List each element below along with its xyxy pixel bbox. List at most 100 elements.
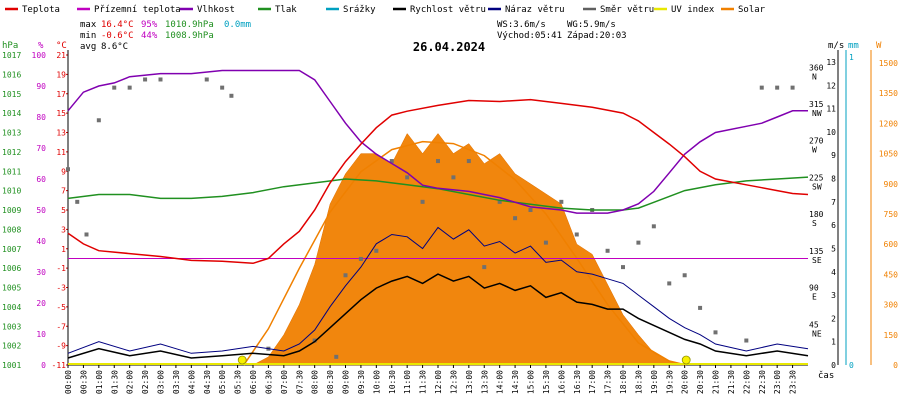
x-tick-label: 15:30 xyxy=(542,370,551,394)
direction-letter: NE xyxy=(812,329,822,338)
solar-tick-label: 150 xyxy=(884,331,899,340)
pressure-tick-label: 1009 xyxy=(2,206,21,215)
x-tick-label: 00:00 xyxy=(64,370,73,394)
stat-max-temp: 16.4°C xyxy=(101,20,134,30)
legend: Teplota Přízemní teplota Vlhkost Tlak Srážky… xyxy=(5,5,766,15)
solar-tick-label: 750 xyxy=(884,210,899,219)
wind-direction-point xyxy=(127,85,132,90)
wind-unit: m/s xyxy=(828,41,844,51)
legend-entry: Rychlost větru xyxy=(410,5,486,15)
wind-direction-point xyxy=(451,175,456,180)
wind-direction-point xyxy=(389,159,394,164)
wind-direction-point xyxy=(713,330,718,335)
wind-ws: WS:3.6m/s xyxy=(497,20,546,30)
wind-direction-point xyxy=(334,354,339,359)
x-tick-label: 05:00 xyxy=(218,370,227,394)
humidity-tick-label: 10 xyxy=(36,330,46,339)
sun-marker xyxy=(237,355,247,365)
stat-max-press: 1010.9hPa xyxy=(165,20,214,30)
wind-tick-label: 12 xyxy=(826,81,836,90)
direction-letter: SE xyxy=(812,256,822,265)
wind-direction-point xyxy=(229,93,234,98)
wind-direction-point xyxy=(682,273,687,278)
wind-direction-point xyxy=(204,77,209,82)
pressure-line xyxy=(67,176,809,211)
temperature-tick-label: -1 xyxy=(56,264,66,273)
x-tick-label: 01:30 xyxy=(110,370,119,394)
wind-direction-point xyxy=(143,77,148,82)
direction-letter: N xyxy=(812,72,817,81)
solar-tick-label: 300 xyxy=(884,301,899,310)
wind-tick-label: 6 xyxy=(831,221,836,230)
x-tick-label: 20:00 xyxy=(681,370,690,394)
x-tick-label: 04:00 xyxy=(187,370,196,394)
solar-area xyxy=(252,133,685,366)
stat-min-press: 1008.9hPa xyxy=(165,31,214,41)
x-tick-label: 22:30 xyxy=(758,370,767,394)
x-tick-label: 22:00 xyxy=(742,370,751,394)
wind-direction-point xyxy=(84,232,89,237)
legend-entry: Teplota xyxy=(22,5,60,15)
x-tick-label: 12:30 xyxy=(449,370,458,394)
humidity-tick-label: 20 xyxy=(36,299,46,308)
stat-max-rain: 0.0mm xyxy=(224,20,251,30)
wind-direction-point xyxy=(790,85,795,90)
wind-tick-label: 10 xyxy=(826,128,836,137)
x-tick-label: 08:00 xyxy=(311,370,320,394)
x-tick-label: 13:00 xyxy=(465,370,474,394)
x-tick-label: 02:30 xyxy=(141,370,150,394)
pressure-tick-label: 1017 xyxy=(2,51,21,60)
solar-tick-label: 1200 xyxy=(879,119,898,128)
legend-entry: Vlhkost xyxy=(197,5,235,15)
direction-letter: SW xyxy=(812,182,822,191)
stats-block: max 16.4°C 95% 1010.9hPa 0.0mm min -0.6°… xyxy=(80,20,251,52)
x-tick-label: 09:00 xyxy=(342,370,351,394)
x-tick-label: 17:30 xyxy=(604,370,613,394)
solar-tick-label: 1350 xyxy=(879,89,898,98)
wind-direction-point xyxy=(158,77,163,82)
pressure-unit: hPa xyxy=(2,41,18,51)
wind-direction-point xyxy=(436,159,440,164)
legend-entry: Směr větru xyxy=(600,5,654,15)
wind-direction-point xyxy=(513,216,518,221)
temperature-tick-label: 3 xyxy=(61,225,66,234)
wind-wg: WG:5.9m/s xyxy=(567,20,616,30)
direction-letter: NW xyxy=(812,109,822,118)
humidity-line xyxy=(67,69,808,214)
x-tick-label: 10:30 xyxy=(388,370,397,394)
temperature-tick-label: -11 xyxy=(52,361,67,370)
wind-direction-point xyxy=(636,240,641,245)
wind-tick-label: 3 xyxy=(831,291,836,300)
stat-avg-label: avg xyxy=(80,42,96,52)
solar-tick-label: 1050 xyxy=(879,150,898,159)
x-tick-label: 11:00 xyxy=(403,370,412,394)
wind-tick-label: 1 xyxy=(831,338,836,347)
x-tick-label: 00:30 xyxy=(79,370,88,394)
wind-tick-label: 4 xyxy=(831,268,836,277)
wind-direction-point xyxy=(220,85,225,90)
wind-direction-point xyxy=(420,199,425,204)
stat-max-label: max xyxy=(80,20,97,30)
temperature-tick-label: -9 xyxy=(56,342,66,351)
temperature-tick-label: 7 xyxy=(61,187,66,196)
x-tick-label: 11:30 xyxy=(419,370,428,394)
humidity-tick-label: 30 xyxy=(36,268,46,277)
x-tick-label: 23:30 xyxy=(789,370,798,394)
axes: hPa% °C m/s mm W1017101610151014101310121011… xyxy=(2,41,898,370)
temperature-tick-label: 13 xyxy=(56,129,66,138)
x-tick-label: 12:00 xyxy=(434,370,443,394)
wind-direction-point xyxy=(574,232,579,237)
direction-letter: W xyxy=(812,146,817,155)
humidity-tick-label: 90 xyxy=(36,82,46,91)
x-tick-label: 17:00 xyxy=(588,370,597,394)
solar-tick-label: 450 xyxy=(884,270,899,279)
temperature-tick-label: -7 xyxy=(56,322,66,331)
plot-area xyxy=(66,69,809,366)
x-tick-label: 07:00 xyxy=(280,370,289,394)
stat-min-label: min xyxy=(80,31,96,41)
pressure-tick-label: 1013 xyxy=(2,129,21,138)
pressure-tick-label: 1006 xyxy=(2,264,21,273)
humidity-tick-label: 0 xyxy=(41,361,46,370)
wind-direction-point xyxy=(559,199,564,204)
